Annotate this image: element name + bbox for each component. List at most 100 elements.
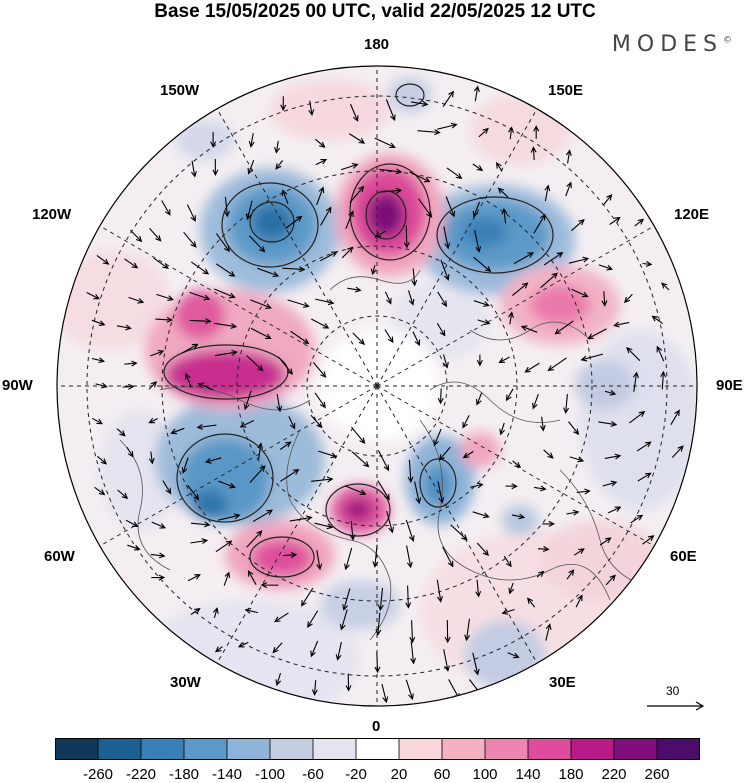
- wind-vector-arrow: [210, 132, 217, 148]
- colorbar-tick-label: -140: [211, 766, 243, 783]
- wind-vector-arrow: [609, 216, 621, 225]
- wind-vector-arrow: [308, 100, 315, 117]
- wind-vector-arrow: [315, 159, 328, 166]
- wind-vector-arrow: [375, 612, 382, 636]
- wind-vector-arrow: [377, 587, 384, 612]
- reference-vector-label: 30: [666, 684, 680, 698]
- wind-vector-arrow: [568, 256, 590, 264]
- wind-vector-arrow: [127, 544, 141, 551]
- wind-vector-arrow: [372, 544, 379, 568]
- wind-vector-arrow: [374, 652, 381, 674]
- wind-vector-arrow: [311, 476, 334, 483]
- modes-logo: MODES©: [612, 32, 732, 57]
- wind-vector-arrow: [257, 442, 264, 460]
- colorbar-swatch: [356, 738, 400, 760]
- wind-vector-arrow: [342, 588, 351, 611]
- colorbar-swatch: [485, 738, 529, 760]
- wind-vector-arrow: [498, 356, 510, 363]
- wind-vector-arrow: [186, 204, 196, 222]
- wind-vector-arrow: [215, 349, 239, 357]
- wind-vector-arrow: [602, 480, 618, 487]
- wind-vector-arrow: [670, 409, 680, 425]
- wind-vector-arrow: [445, 196, 456, 218]
- wind-vector-arrow: [573, 548, 585, 556]
- anomaly-field: [57, 66, 697, 706]
- wind-vector-arrow: [603, 194, 613, 206]
- wind-vector-arrow: [339, 609, 348, 631]
- colorbar-swatch: [98, 738, 142, 760]
- wind-vector-arrow: [148, 417, 158, 424]
- wind-vector-arrow: [183, 231, 197, 248]
- wind-vector-arrow: [565, 181, 572, 197]
- wind-vector-arrow: [130, 229, 143, 243]
- wind-vector-arrow: [409, 171, 431, 183]
- wind-vector-arrow: [442, 354, 449, 369]
- wind-vector-arrow: [190, 160, 197, 178]
- wind-vector-arrow: [512, 460, 522, 469]
- wind-vector-arrow: [477, 319, 491, 325]
- wind-vector-arrow: [215, 233, 230, 253]
- wind-vector-arrow: [634, 218, 645, 227]
- wind-vector-arrow: [275, 160, 284, 170]
- wind-vector-arrow: [604, 453, 622, 460]
- wind-vector-arrow: [215, 263, 236, 277]
- modes-logo-text: MODES: [611, 32, 723, 57]
- wind-vector-arrow: [150, 552, 166, 559]
- wind-vector-arrow: [151, 574, 166, 581]
- wind-vector-arrow: [476, 542, 490, 557]
- colorbar-tick-label: -260: [82, 766, 114, 783]
- wind-vector-arrow: [604, 389, 617, 396]
- wind-vector-arrow: [501, 207, 508, 224]
- colorbar-tick-label: 220: [601, 766, 627, 783]
- wind-vector-arrow: [543, 252, 564, 266]
- wind-vector-arrow: [407, 459, 414, 484]
- lon-label-120e: 120E: [674, 206, 710, 223]
- wind-vector-arrow: [316, 186, 325, 206]
- wind-vector-arrow: [314, 522, 334, 530]
- wind-vector-arrow: [150, 349, 165, 357]
- wind-vector-arrow: [341, 246, 354, 259]
- wind-vector-arrow: [250, 299, 272, 309]
- colorbar-swatch: [614, 738, 658, 760]
- wind-vector-arrow: [247, 160, 255, 175]
- wind-vector-arrow: [437, 388, 444, 405]
- wind-vector-arrow: [287, 299, 310, 308]
- wind-vector-arrow: [524, 362, 540, 373]
- colorbar-tick-label: 100: [472, 766, 498, 783]
- lon-label-90w: 90W: [2, 377, 33, 394]
- wind-vector-arrow: [444, 619, 451, 644]
- wind-vector-arrow: [642, 261, 653, 267]
- wind-vector-arrow: [623, 293, 633, 304]
- lon-label-0: 0: [372, 718, 381, 735]
- wind-vector-arrow: [566, 569, 575, 580]
- wind-vector-arrow: [473, 85, 480, 102]
- wind-vector-arrow: [403, 225, 410, 249]
- wind-vector-arrow: [117, 489, 129, 500]
- lon-label-30e: 30E: [549, 674, 576, 691]
- wind-vector-arrow: [637, 472, 652, 482]
- wind-vector-arrow: [92, 417, 104, 425]
- meridian-line: [216, 385, 378, 664]
- wind-vector-arrow: [290, 330, 310, 345]
- wind-vector-arrow: [352, 332, 365, 346]
- wind-vector-arrow: [418, 198, 433, 218]
- wind-vector-arrow: [508, 582, 515, 595]
- wind-vector-arrow: [384, 329, 394, 344]
- wind-vector-arrow: [249, 465, 266, 483]
- wind-vector-arrow: [124, 360, 138, 367]
- wind-vector-arrow: [181, 457, 189, 474]
- colorbar-swatch: [528, 738, 572, 760]
- wind-vector-arrow: [543, 449, 554, 459]
- wind-vector-arrow: [273, 612, 289, 623]
- wind-vector-arrow: [311, 680, 318, 696]
- wind-vector-arrow: [607, 506, 622, 514]
- wind-vector-arrow: [280, 469, 300, 482]
- wind-vector-arrow: [501, 608, 515, 615]
- wind-vector-arrow: [537, 546, 550, 553]
- wind-vector-arrow: [215, 540, 233, 553]
- wind-vector-arrow: [162, 480, 172, 495]
- wind-vector-arrow: [379, 168, 403, 175]
- wind-vector-arrow: [540, 272, 559, 289]
- wind-vector-arrow: [513, 252, 535, 265]
- colorbar-swatch: [227, 738, 271, 760]
